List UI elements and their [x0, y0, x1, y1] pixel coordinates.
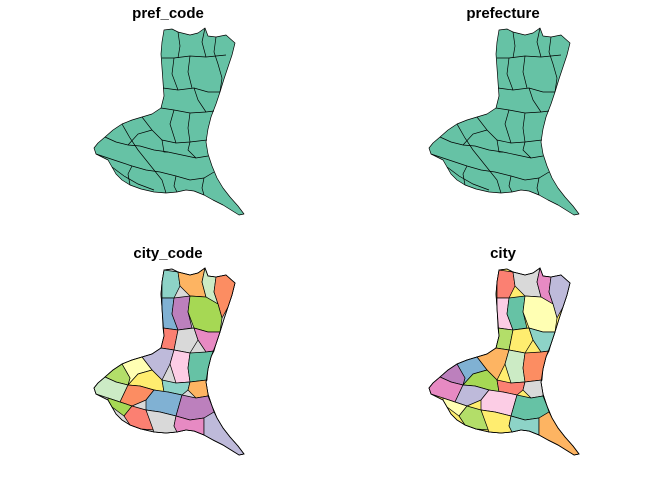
panel-title: prefecture [466, 5, 539, 22]
municipal-border [187, 112, 191, 143]
municipal-border [536, 27, 542, 58]
municipal-border [104, 136, 209, 159]
municipal-border [476, 116, 543, 144]
municipal-border [121, 123, 167, 194]
municipal-border [111, 166, 155, 191]
municipal-border [439, 136, 544, 159]
map-panel-city-code: city_code [93, 245, 245, 456]
municipal-border [127, 165, 133, 186]
municipality-region [173, 327, 199, 354]
prefecture-map [428, 27, 580, 216]
municipal-border [201, 177, 205, 196]
prefecture-map [93, 27, 245, 216]
municipal-border [508, 175, 513, 193]
municipal-border [193, 87, 207, 113]
municipal-border [504, 109, 512, 144]
municipal-border [522, 141, 532, 159]
municipal-border [496, 139, 503, 153]
municipal-border [446, 166, 490, 191]
prefecture-shape [93, 27, 245, 216]
municipal-border [528, 87, 542, 113]
municipal-border [201, 27, 207, 58]
municipal-border [173, 175, 178, 193]
prefecture-outline [93, 267, 245, 456]
municipal-border [161, 139, 168, 153]
municipal-border [95, 153, 215, 181]
municipal-border [512, 31, 516, 59]
panel-title: city [490, 245, 517, 262]
map-panel-pref-code: pref_code [93, 5, 245, 216]
prefecture-map [93, 267, 245, 456]
panel-title: pref_code [132, 5, 204, 22]
municipal-border [506, 57, 514, 91]
municipal-border [187, 55, 193, 89]
municipal-border [213, 36, 223, 93]
municipal-border [187, 141, 197, 159]
map-panel-city: city [428, 245, 580, 456]
prefecture-outline [428, 267, 580, 456]
map-panel-prefecture: prefecture [428, 5, 580, 216]
municipal-border [127, 129, 153, 146]
municipal-border [171, 57, 179, 91]
municipal-border [536, 177, 540, 196]
municipal-border [430, 153, 550, 181]
municipal-border [141, 116, 208, 144]
municipal-border [462, 165, 468, 186]
municipal-border [462, 129, 488, 146]
municipal-border [177, 31, 181, 59]
panel-title: city_code [133, 245, 202, 262]
municipal-border [522, 112, 526, 143]
municipal-border [522, 55, 528, 89]
municipal-border [548, 36, 558, 93]
prefecture-shape [428, 27, 580, 216]
municipality-region [508, 327, 534, 354]
prefecture-map [428, 267, 580, 456]
municipal-border [169, 109, 177, 144]
municipal-border [456, 123, 502, 194]
